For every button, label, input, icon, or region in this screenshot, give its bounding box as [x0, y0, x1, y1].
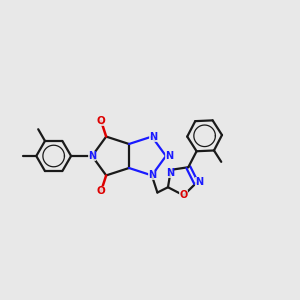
Text: N: N: [166, 168, 174, 178]
Text: N: N: [149, 132, 158, 142]
Text: N: N: [195, 177, 203, 188]
Text: N: N: [148, 170, 156, 180]
Text: N: N: [88, 151, 96, 161]
Text: O: O: [97, 186, 106, 196]
Text: N: N: [166, 151, 174, 161]
Text: O: O: [97, 116, 106, 126]
Text: O: O: [179, 190, 188, 200]
